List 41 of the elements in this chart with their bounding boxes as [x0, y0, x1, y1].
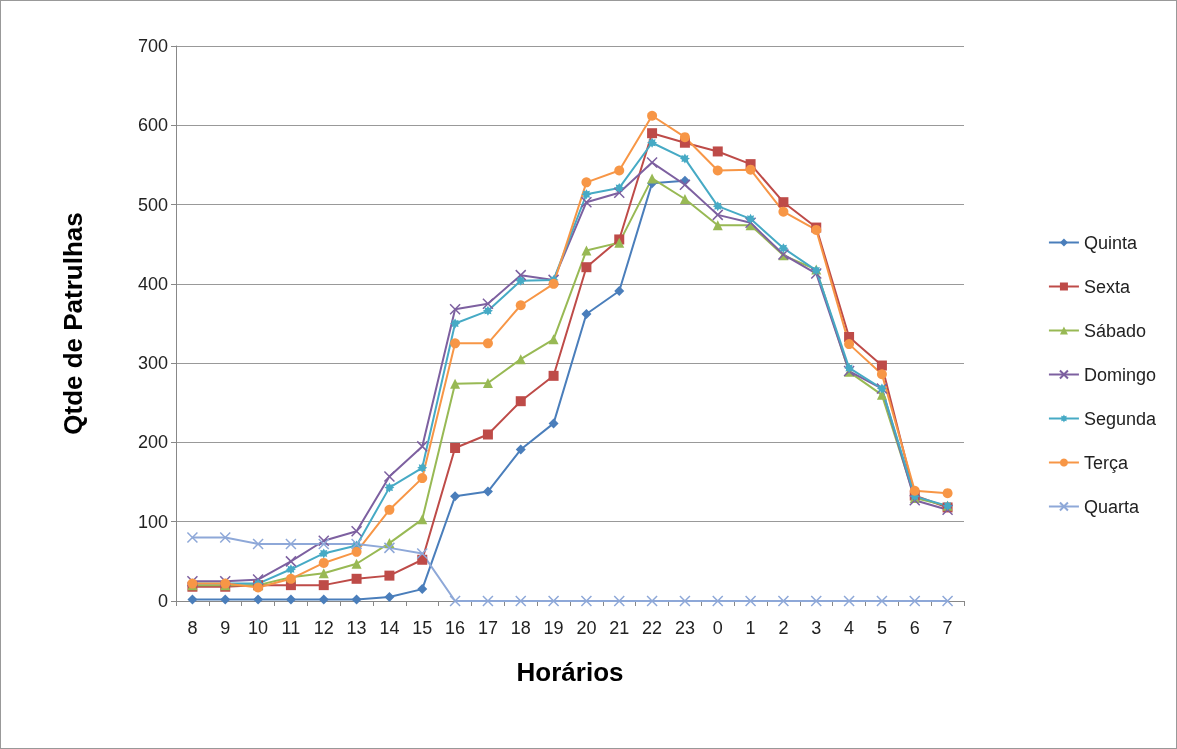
y-tick-label: 500 — [137, 194, 168, 215]
y-tick-label: 200 — [137, 432, 168, 453]
legend-label: Terça — [1083, 452, 1129, 473]
legend-label: Segunda — [1083, 408, 1157, 429]
x-tick-label: 7 — [942, 618, 953, 638]
y-tick-label: 0 — [157, 591, 168, 611]
x-tick-label: 18 — [510, 618, 531, 638]
x-tick-label: 17 — [477, 618, 498, 638]
legend-label: Sábado — [1083, 320, 1146, 341]
x-tick-label: 5 — [876, 618, 887, 638]
legend-label: Sexta — [1083, 276, 1131, 297]
y-tick-label: 600 — [137, 115, 168, 136]
x-tick-label: 21 — [609, 618, 630, 638]
x-tick-label: 20 — [576, 618, 597, 638]
x-tick-label: 14 — [379, 618, 400, 638]
x-tick-label: 9 — [220, 618, 231, 638]
y-tick-label: 100 — [137, 511, 168, 532]
x-tick-label: 12 — [313, 618, 334, 638]
x-tick-label: 10 — [248, 618, 269, 638]
x-tick-label: 23 — [674, 618, 695, 638]
x-tick-label: 22 — [642, 618, 663, 638]
x-tick-label: 8 — [187, 618, 198, 638]
x-tick-label: 11 — [281, 618, 301, 638]
y-tick-label: 300 — [137, 353, 168, 374]
legend-label: Quinta — [1083, 232, 1138, 253]
x-tick-label: 16 — [445, 618, 466, 638]
x-tick-label: 4 — [844, 618, 855, 638]
x-tick-label: 19 — [543, 618, 564, 638]
x-tick-label: 1 — [745, 618, 756, 638]
x-tick-label: 6 — [909, 618, 920, 638]
x-axis-title: Horários — [516, 657, 624, 687]
x-tick-label: 13 — [346, 618, 367, 638]
x-tick-label: 0 — [712, 618, 723, 638]
y-axis-title: Qtde de Patrulhas — [58, 212, 88, 435]
legend-label: Quarta — [1083, 496, 1140, 517]
legend-label: Domingo — [1083, 364, 1156, 385]
y-tick-label: 400 — [137, 273, 168, 294]
y-tick-label: 700 — [137, 36, 168, 56]
x-tick-label: 3 — [811, 618, 822, 638]
x-tick-label: 15 — [412, 618, 433, 638]
x-tick-label: 2 — [778, 618, 789, 638]
